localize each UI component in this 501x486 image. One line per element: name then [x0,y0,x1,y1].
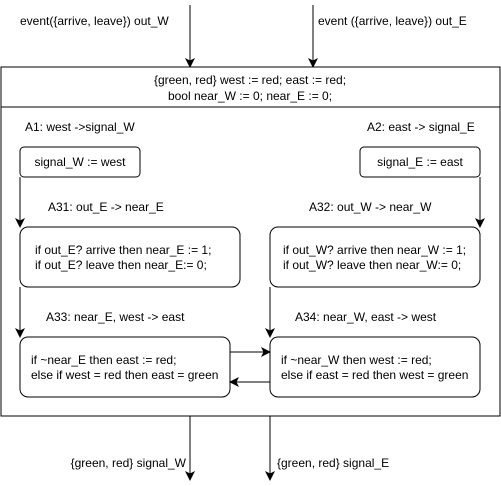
box-a32-line-1: if out_W? arrive then near_W := 1; [283,243,466,257]
box-a1-text: signal_W := west [34,155,126,169]
box-a34-line-1: if ~near_W then west := red; [281,353,432,367]
label-a2: A2: east -> signal_E [367,120,475,134]
label-a1: A1: west ->signal_W [25,120,135,134]
input-label-west: event({arrive, leave}) out_W [20,14,169,28]
box-a31 [19,226,241,288]
box-a32-line-2: if out_W? leave then near_W:= 0; [283,258,461,272]
input-label-east: event ({arrive, leave}) out_E [318,14,467,28]
label-a31: A31: out_E -> near_E [48,200,164,214]
box-a32 [269,226,481,288]
label-a33: A33: near_E, west -> east [46,310,185,324]
label-a32: A32: out_W -> near_W [309,200,432,214]
box-a34 [269,336,481,398]
box-a34-line-2: else if east = red then west = green [281,368,468,382]
box-a31-line-1: if out_E? arrive then near_E := 1; [35,243,211,257]
box-a33-line-1: if ~near_E then east := red; [31,353,176,367]
box-a31-line-2: if out_E? leave then near_E:= 0; [35,258,207,272]
output-label-east: {green, red} signal_E [277,456,389,470]
declaration-line-1: {green, red} west := red; east := red; [154,73,346,87]
output-label-west: {green, red} signal_W [71,456,187,470]
box-a2 [359,146,481,178]
box-a2-text: signal_E := east [377,155,463,169]
declaration-line-2: bool near_W := 0; near_E := 0; [168,89,332,103]
box-a33 [19,336,231,398]
box-a33-line-2: else if west = red then east = green [31,368,218,382]
label-a34: A34: near_W, east -> west [295,310,437,324]
box-a1 [19,146,141,178]
